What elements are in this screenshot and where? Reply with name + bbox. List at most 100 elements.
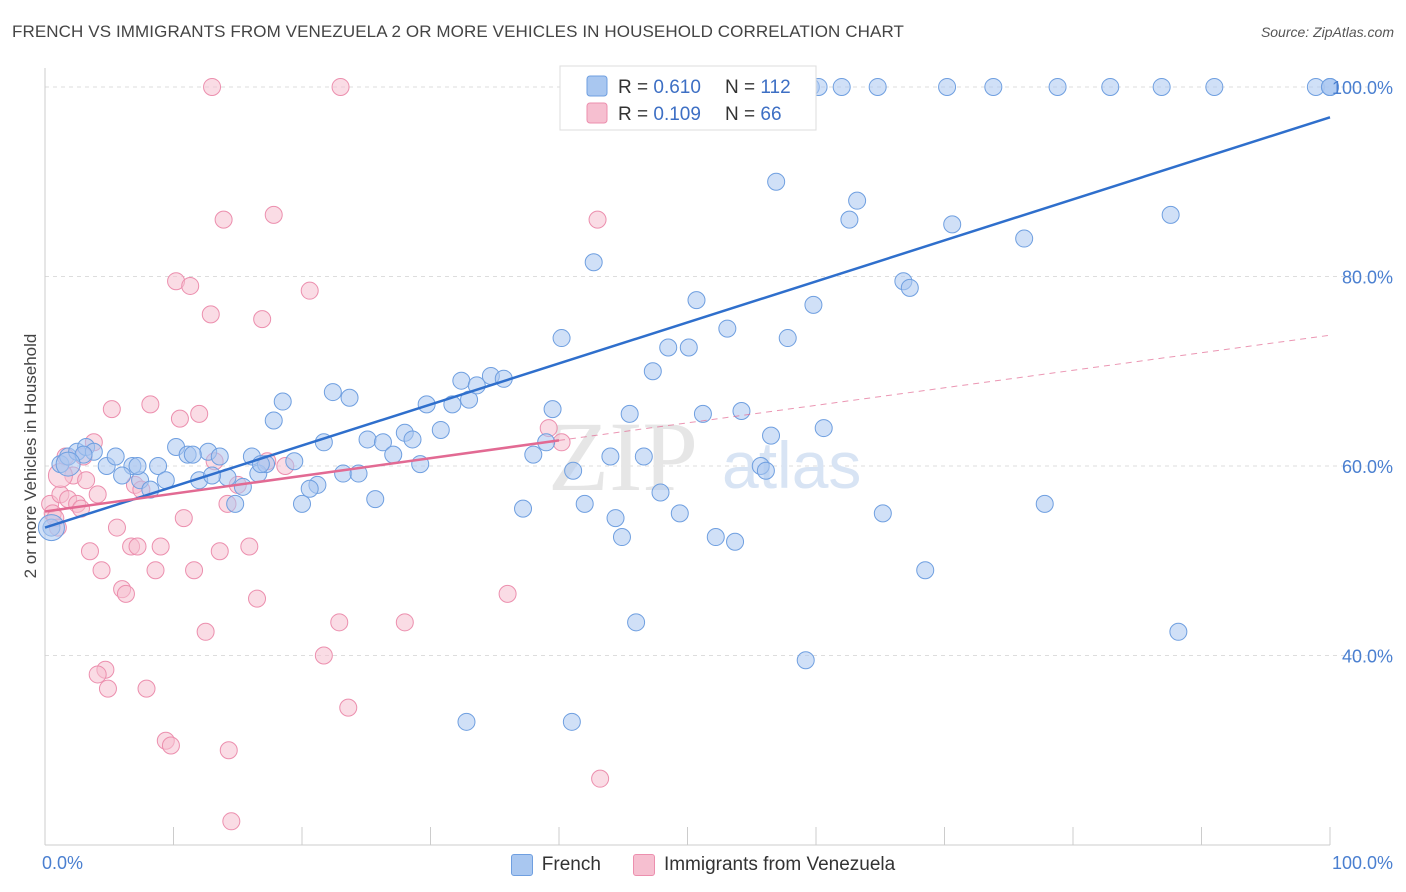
french-point — [756, 461, 775, 480]
legend-swatch-french — [586, 75, 608, 97]
french-point — [1035, 494, 1054, 513]
french-point — [848, 191, 867, 210]
french-point — [183, 445, 202, 464]
french-point — [564, 461, 583, 480]
tick-labels: 40.0% 60.0% 80.0% 100.0% 0.0% 100.0% — [42, 78, 1393, 873]
legend-item-french: French — [510, 850, 601, 880]
y-tick-label: 80.0% — [1342, 267, 1393, 287]
venezuela-point — [151, 537, 170, 556]
french-point — [113, 466, 132, 485]
venezuela-point — [339, 698, 358, 717]
venezuela-point — [80, 542, 99, 561]
french-point — [706, 528, 725, 547]
french-point — [285, 452, 304, 471]
french-point — [767, 172, 786, 191]
french-point — [1015, 229, 1034, 248]
french-point — [814, 419, 833, 438]
venezuela-trend-line — [44, 439, 560, 513]
source-label: Source: ZipAtlas.com — [1260, 24, 1394, 40]
french-point — [1152, 77, 1171, 96]
french-point — [732, 402, 751, 421]
french-point — [620, 404, 639, 423]
legend-n-value: 112 — [760, 77, 790, 98]
french-point — [1205, 77, 1224, 96]
series-legend: French Immigrants from Venezuela — [0, 850, 1406, 880]
venezuela-point — [102, 400, 121, 419]
legend-swatch-venezuela — [632, 854, 655, 876]
french-point — [726, 532, 745, 551]
french-point — [226, 494, 245, 513]
french-point — [323, 383, 342, 402]
french-point — [562, 712, 581, 731]
french-point — [634, 447, 653, 466]
venezuela-point — [98, 679, 117, 698]
venezuela-point — [92, 561, 111, 580]
venezuela-point — [330, 613, 349, 632]
french-point — [873, 504, 892, 523]
y-tick-label: 100.0% — [1332, 78, 1393, 98]
french-point — [340, 388, 359, 407]
venezuela-point — [88, 665, 107, 684]
french-point — [210, 447, 229, 466]
legend-stats: R = 0.610 N = 112 R = 0.109 N = 66 — [559, 65, 817, 131]
french-point — [687, 291, 706, 310]
french-point — [762, 426, 781, 445]
svg-text:R = 0.610: R = 0.610 — [618, 77, 701, 98]
venezuela-point — [88, 485, 107, 504]
french-point — [106, 447, 125, 466]
venezuela-point — [222, 812, 241, 831]
venezuela-point — [248, 589, 267, 608]
french-point — [1101, 77, 1120, 96]
y-tick-label: 60.0% — [1342, 457, 1393, 477]
french-point — [943, 215, 962, 234]
french-point — [900, 278, 919, 297]
french-point — [300, 479, 319, 498]
french-point — [1169, 622, 1188, 641]
venezuela-point — [331, 77, 350, 96]
venezuela-point — [253, 310, 272, 329]
french-point — [984, 77, 1003, 96]
french-point — [718, 319, 737, 338]
series-french-points — [37, 77, 1339, 731]
venezuela-point — [196, 622, 215, 641]
french-point — [264, 411, 283, 430]
venezuela-point — [203, 77, 222, 96]
y-axis-label: 2 or more Vehicles in Household — [21, 334, 40, 579]
legend-swatch-french — [510, 854, 533, 876]
french-point — [1321, 77, 1339, 96]
french-point — [543, 400, 562, 419]
french-point — [293, 494, 311, 513]
french-point — [384, 445, 403, 464]
legend-r-value: 0.610 — [653, 77, 701, 98]
venezuela-point — [181, 276, 200, 295]
french-point — [37, 514, 65, 542]
french-point — [643, 362, 662, 381]
venezuela-point — [588, 210, 607, 229]
venezuela-point — [300, 281, 319, 300]
svg-text:R = 0.109: R = 0.109 — [618, 104, 701, 125]
venezuela-point — [201, 305, 220, 324]
venezuela-point — [498, 584, 517, 603]
french-point — [916, 561, 935, 580]
venezuela-point — [591, 769, 610, 788]
venezuela-point — [552, 433, 571, 452]
french-point — [612, 528, 631, 547]
french-point — [417, 395, 436, 414]
french-point — [575, 494, 594, 513]
venezuela-trend-extension — [558, 334, 1331, 441]
french-point — [679, 338, 698, 357]
svg-text:N = 66: N = 66 — [725, 104, 782, 125]
french-point — [141, 480, 160, 499]
legend-r-value: 0.109 — [653, 104, 701, 125]
venezuela-point — [128, 537, 147, 556]
trend-lines — [44, 116, 1331, 529]
french-point — [128, 456, 147, 475]
french-point — [601, 447, 620, 466]
watermark: ZIP atlas — [548, 401, 861, 512]
venezuela-point — [77, 471, 96, 490]
venezuela-point — [210, 542, 229, 561]
french-point — [514, 499, 533, 518]
venezuela-point — [395, 613, 414, 632]
venezuela-point — [161, 736, 180, 755]
french-point — [366, 490, 385, 509]
